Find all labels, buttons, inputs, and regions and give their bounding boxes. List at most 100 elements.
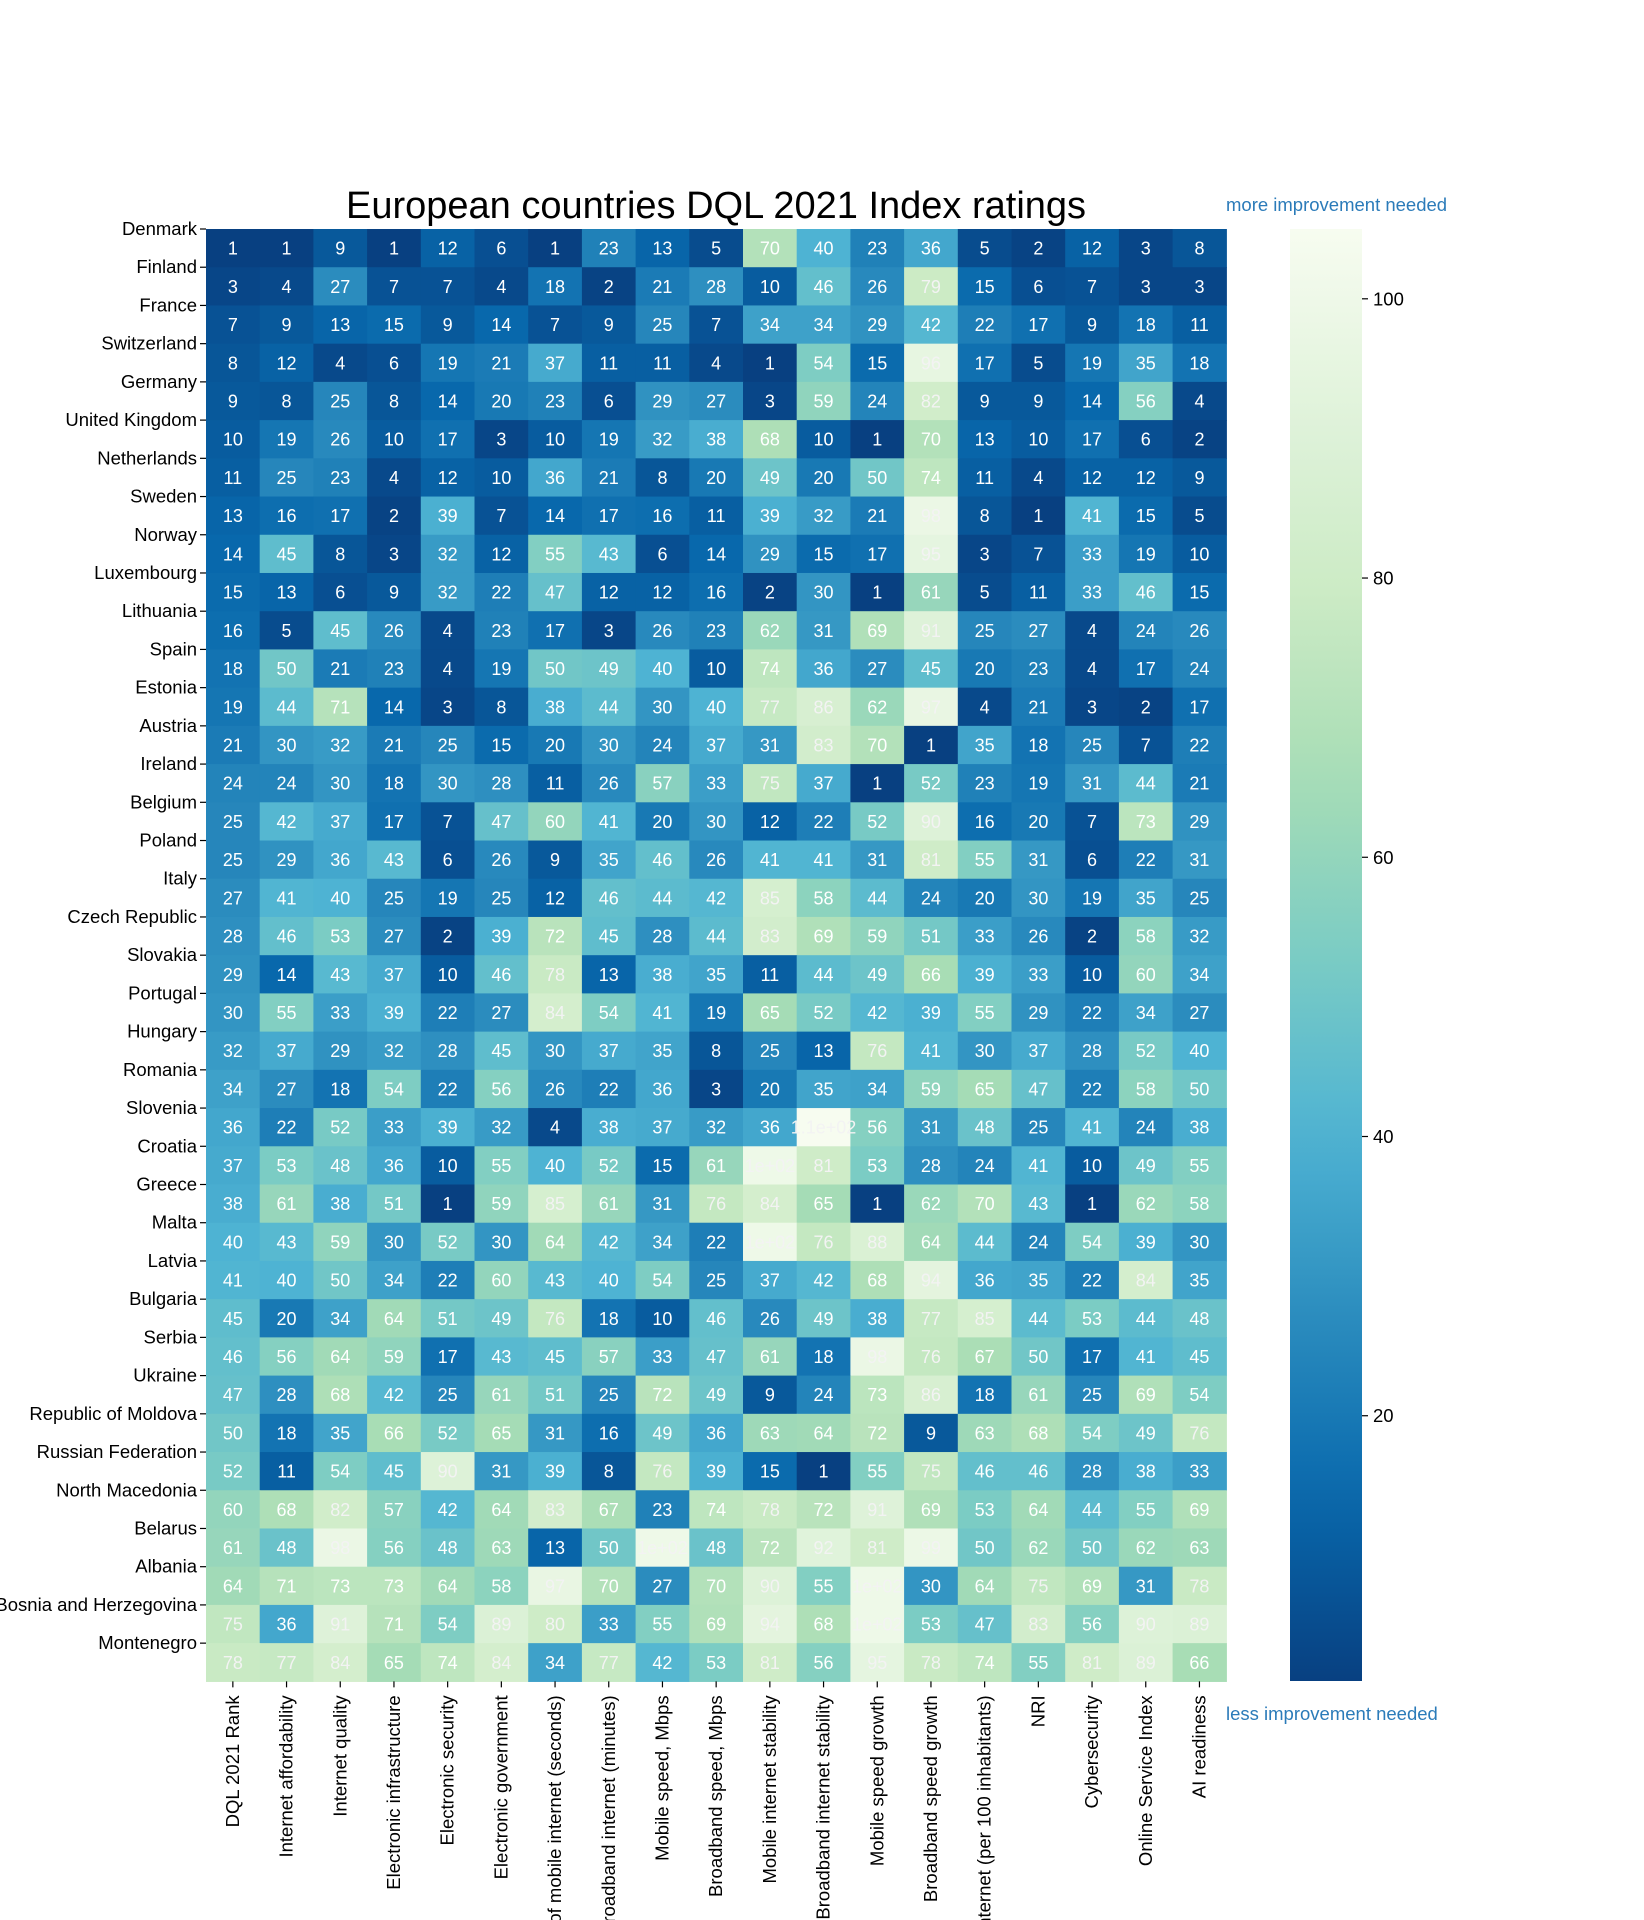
heatmap-cell xyxy=(367,840,422,880)
heatmap-cell xyxy=(689,496,744,536)
cell-value-label: 2 xyxy=(1194,430,1204,450)
heatmap-cell xyxy=(367,343,422,383)
cell-value-label: 60 xyxy=(545,812,565,832)
heatmap-cell xyxy=(689,802,744,842)
heatmap-cell xyxy=(1172,420,1227,459)
cell-value-label: 7 xyxy=(389,277,399,297)
cell-value-label: 15 xyxy=(867,353,887,373)
heatmap-cell xyxy=(581,1566,637,1606)
heatmap-cell xyxy=(957,1184,1013,1224)
heatmap-cell xyxy=(259,1031,314,1071)
cell-value-label: 39 xyxy=(491,927,511,947)
heatmap-cell xyxy=(528,1604,583,1644)
heatmap-cell xyxy=(635,1566,690,1606)
cell-value-label: 32 xyxy=(706,1118,726,1138)
cell-value-label: 40 xyxy=(330,888,350,908)
heatmap-cell xyxy=(420,840,476,880)
cell-value-label: 18 xyxy=(975,1385,995,1405)
cell-value-label: 22 xyxy=(438,1271,458,1291)
heatmap-cell xyxy=(420,993,476,1033)
cell-value-label: 9 xyxy=(604,315,614,335)
heatmap-cell xyxy=(957,993,1013,1033)
heatmap-cell xyxy=(743,1490,798,1530)
heatmap-cell xyxy=(313,1413,368,1453)
heatmap-cell xyxy=(1172,1528,1227,1568)
cell-value-label: 72 xyxy=(867,1423,887,1443)
heatmap-cell xyxy=(206,649,261,689)
cell-value-label: 68 xyxy=(277,1500,297,1520)
cell-value-label: 68 xyxy=(760,430,780,450)
heatmap-cell xyxy=(313,1643,368,1682)
heatmap-cell xyxy=(957,649,1013,689)
cell-value-label: 36 xyxy=(384,1156,404,1176)
cell-value-label: 12 xyxy=(438,468,458,488)
cell-value-label: 37 xyxy=(545,353,565,373)
heatmap-cell xyxy=(957,611,1013,651)
cell-value-label: 1e+02 xyxy=(852,1615,903,1635)
cell-value-label: 55 xyxy=(814,1576,834,1596)
heatmap-cell xyxy=(635,1413,690,1453)
cell-value-label: 27 xyxy=(706,391,726,411)
cell-value-label: 55 xyxy=(975,1003,995,1023)
heatmap-cell xyxy=(850,840,905,880)
cell-value-label: 25 xyxy=(599,1385,619,1405)
cell-value-label: 2 xyxy=(1141,697,1151,717)
cell-value-label: 20 xyxy=(1028,812,1048,832)
heatmap-cell xyxy=(635,1604,690,1644)
cell-value-label: 28 xyxy=(491,774,511,794)
cell-value-label: 9 xyxy=(1033,391,1043,411)
heatmap-cell xyxy=(904,1108,959,1147)
heatmap-cell xyxy=(1065,1184,1120,1224)
heatmap-cell xyxy=(420,1528,476,1568)
heatmap-cell xyxy=(1172,1566,1227,1606)
cell-value-label: 4 xyxy=(980,697,990,717)
cell-value-label: 7 xyxy=(550,315,560,335)
heatmap-cell xyxy=(206,305,261,345)
heatmap-cell xyxy=(420,1146,476,1186)
heatmap-cell xyxy=(474,1146,529,1186)
cell-value-label: 65 xyxy=(491,1423,511,1443)
cell-value-label: 25 xyxy=(760,1041,780,1061)
cell-value-label: 19 xyxy=(223,697,243,717)
heatmap-cell xyxy=(957,1031,1013,1071)
heatmap-cell xyxy=(957,1413,1013,1453)
heatmap-cell xyxy=(635,420,690,459)
heatmap-cell xyxy=(206,572,261,612)
cell-value-label: 67 xyxy=(599,1500,619,1520)
heatmap-cell xyxy=(528,1375,583,1415)
cell-value-label: 8 xyxy=(335,544,345,564)
heatmap-cell xyxy=(796,1146,851,1186)
cell-value-label: 17 xyxy=(1082,1347,1102,1367)
heatmap-cell xyxy=(1065,1337,1120,1377)
cell-value-label: 82 xyxy=(921,391,941,411)
heatmap-cell xyxy=(1011,343,1066,383)
cell-value-label: 19 xyxy=(1082,353,1102,373)
cell-value-label: 58 xyxy=(814,888,834,908)
cell-value-label: 1e+02 xyxy=(852,1576,903,1596)
heatmap-cell xyxy=(1118,572,1174,612)
cell-value-label: 25 xyxy=(277,468,297,488)
heatmap-cell xyxy=(796,381,851,421)
cell-value-label: 9 xyxy=(228,391,238,411)
heatmap-cell xyxy=(796,1375,851,1415)
cell-value-label: 49 xyxy=(867,965,887,985)
cell-value-label: 44 xyxy=(1136,1309,1156,1329)
heatmap-cell xyxy=(474,343,529,383)
cell-value-label: 1e+02 xyxy=(745,1156,796,1176)
cell-value-label: 35 xyxy=(706,965,726,985)
heatmap-cell xyxy=(1011,229,1066,268)
cell-value-label: 54 xyxy=(652,1271,672,1291)
cell-value-label: 6 xyxy=(389,353,399,373)
heatmap-cell xyxy=(796,687,851,727)
cell-value-label: 30 xyxy=(277,735,297,755)
cell-value-label: 38 xyxy=(223,1194,243,1214)
heatmap-cell xyxy=(581,611,637,651)
cell-value-label: 45 xyxy=(384,1462,404,1482)
heatmap-cell xyxy=(1065,1222,1120,1262)
heatmap-cell xyxy=(206,343,261,383)
heatmap-cell xyxy=(689,1031,744,1071)
heatmap-cell xyxy=(474,572,529,612)
cell-value-label: 22 xyxy=(1189,735,1209,755)
heatmap-cell xyxy=(313,1260,368,1300)
cell-value-label: 4 xyxy=(1194,391,1204,411)
